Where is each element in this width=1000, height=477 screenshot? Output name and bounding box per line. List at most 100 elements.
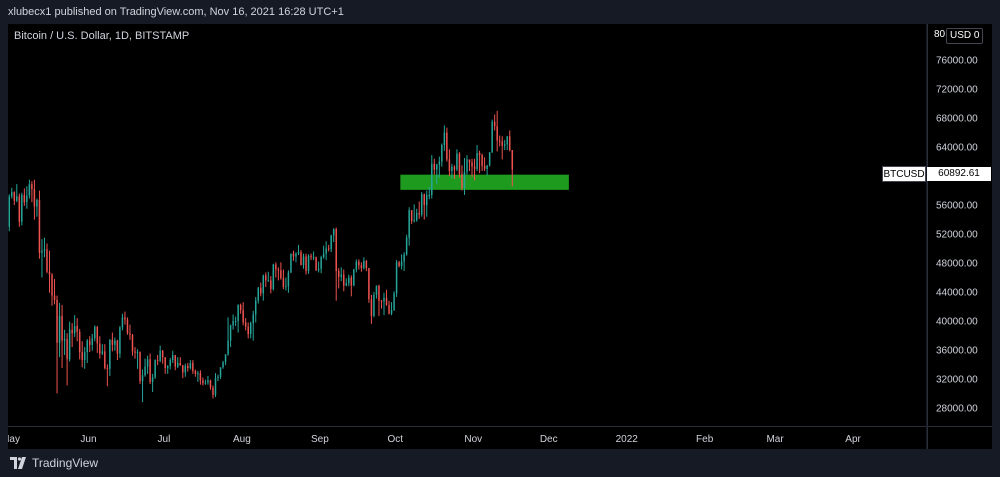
candle-body — [212, 387, 214, 395]
candle-body — [327, 248, 330, 250]
candle — [486, 165, 488, 176]
candle-body — [282, 278, 285, 287]
candle-body — [410, 210, 413, 222]
candle — [46, 243, 48, 274]
candle — [144, 358, 146, 377]
candle-body — [114, 340, 116, 345]
candle — [174, 355, 177, 371]
candle — [302, 253, 305, 269]
candle — [192, 360, 194, 374]
candle — [18, 193, 21, 227]
x-tick-label: Jul — [158, 434, 171, 445]
currency-selector[interactable]: USD 0 — [946, 28, 984, 44]
candle-body — [340, 274, 343, 277]
candle-body — [229, 325, 232, 341]
candle — [287, 270, 290, 293]
candle — [408, 207, 410, 246]
candle — [161, 349, 164, 364]
candle-body — [260, 287, 262, 294]
candle-body — [370, 299, 373, 316]
candle — [312, 251, 315, 261]
chart-pane[interactable]: Bitcoin / U.S. Dollar, 1D, BITSTAMP — [8, 24, 926, 426]
candle — [149, 353, 151, 384]
candle-body — [272, 264, 275, 290]
candle-body — [141, 375, 144, 382]
time-axis[interactable]: May Jun Jul Aug Sep Oct Nov Dec 2022 Feb Mar Apr — [1, 426, 926, 449]
candle — [209, 379, 212, 390]
candle-body — [182, 365, 184, 373]
candle-body — [116, 340, 119, 354]
candle — [363, 257, 365, 270]
tradingview-logo-icon[interactable] — [10, 456, 26, 469]
candle — [94, 325, 96, 342]
candle — [242, 302, 244, 326]
candle — [310, 253, 312, 261]
footer-brand[interactable]: TradingView — [32, 455, 99, 470]
price-axis[interactable]: 76000.0072000.0068000.0064000.0060000.00… — [927, 24, 992, 426]
candle-body — [171, 355, 174, 361]
candle-body — [8, 196, 11, 227]
x-tick-label: Mar — [766, 434, 784, 445]
candle — [151, 373, 154, 392]
candle-body — [398, 262, 400, 266]
candle-body — [189, 362, 192, 369]
candle — [420, 192, 423, 217]
candle-body — [317, 268, 320, 271]
candle-body — [126, 319, 129, 334]
candlestick-plot[interactable] — [8, 24, 926, 426]
candle — [28, 179, 31, 199]
y-tick-label: 40000.00 — [936, 316, 978, 327]
candle — [300, 249, 302, 266]
candle-body — [456, 153, 458, 170]
candle — [189, 360, 192, 370]
candle-body — [164, 357, 166, 369]
candle — [207, 376, 209, 385]
candle-body — [187, 365, 189, 369]
candle-body — [199, 373, 202, 381]
candle-body — [390, 310, 393, 314]
candle — [96, 326, 99, 353]
y-tick-label: 44000.00 — [936, 288, 978, 299]
candle — [365, 260, 368, 271]
candle-body — [247, 326, 249, 335]
candle — [31, 181, 33, 203]
candle — [466, 155, 468, 175]
candle — [438, 156, 441, 178]
candle — [164, 357, 166, 374]
candle — [426, 190, 428, 217]
candle-body — [287, 272, 290, 287]
candle-body — [373, 294, 375, 316]
candle — [262, 274, 265, 301]
candle-body — [378, 285, 380, 301]
candle — [229, 324, 232, 348]
candle-body — [197, 373, 199, 375]
candle — [471, 158, 473, 177]
candle-body — [91, 338, 94, 345]
candle-body — [63, 339, 66, 341]
candle-body — [325, 248, 327, 254]
candle — [355, 259, 358, 273]
candle-body — [214, 378, 217, 395]
candle — [488, 152, 491, 167]
candle — [38, 190, 41, 259]
candle-body — [388, 305, 390, 314]
candle-body — [96, 326, 99, 344]
candle — [360, 262, 363, 272]
candle-body — [26, 195, 28, 203]
candle — [280, 262, 282, 280]
candle — [134, 347, 136, 359]
candle — [511, 150, 514, 187]
candle — [179, 357, 182, 366]
candle — [343, 269, 345, 292]
candle-body — [58, 315, 61, 343]
candle — [413, 204, 415, 223]
last-price-tag: 60892.61 — [927, 167, 991, 181]
candle — [129, 324, 131, 340]
candle — [260, 282, 262, 297]
candle — [56, 295, 58, 394]
candle — [51, 273, 53, 306]
x-tick-label: Aug — [233, 434, 251, 445]
candle — [461, 165, 463, 191]
candle — [136, 349, 139, 369]
y-tick-label: 48000.00 — [936, 259, 978, 270]
